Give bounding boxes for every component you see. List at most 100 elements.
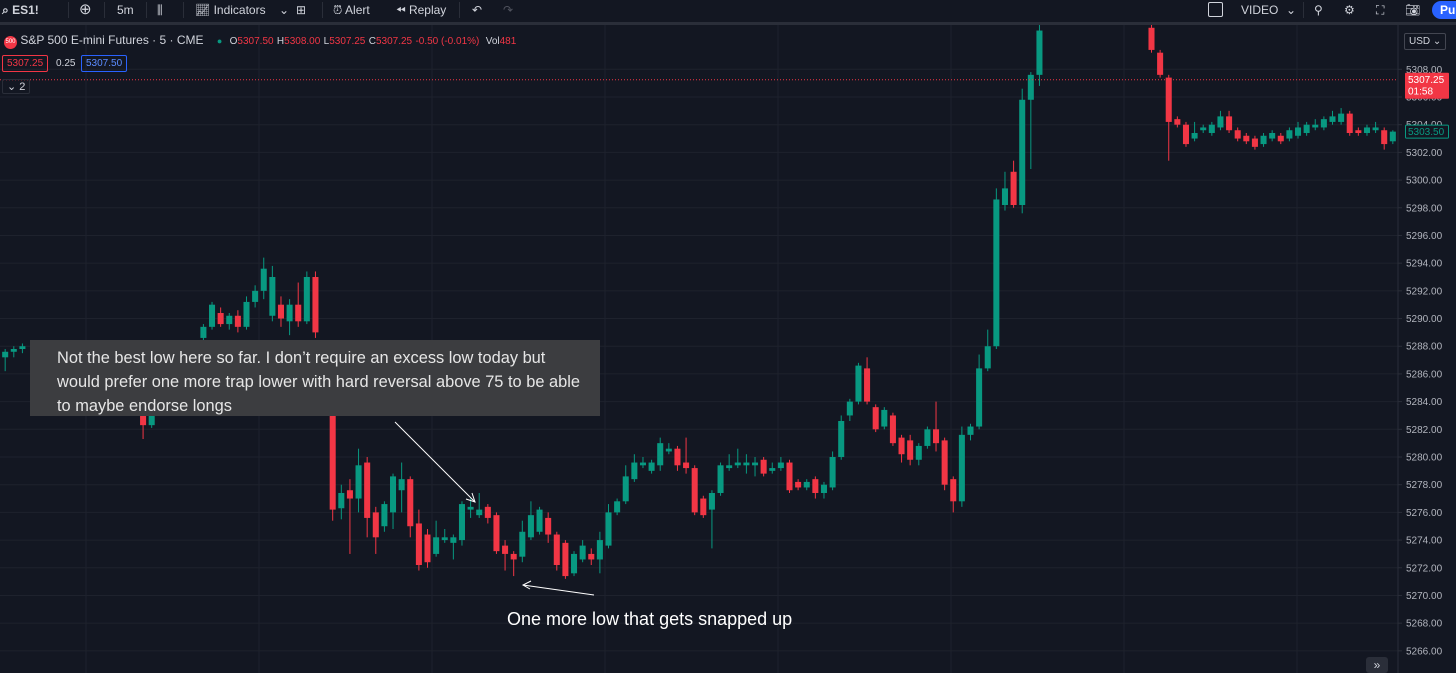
candle-body <box>1381 130 1388 145</box>
candle-body <box>1027 74 1034 100</box>
candle-body <box>1295 127 1302 136</box>
candle-body <box>933 429 940 444</box>
y-tick-label: 5296.00 <box>1406 231 1443 242</box>
separator <box>68 2 69 18</box>
candle-body <box>1260 135 1267 145</box>
y-tick-label: 5284.00 <box>1406 397 1443 408</box>
candle-body <box>140 415 147 426</box>
change-value: -0.50 (-0.01%) <box>415 36 480 47</box>
redo-button[interactable]: ↷ <box>503 3 514 17</box>
candle-body <box>881 409 888 427</box>
symbol-search[interactable]: ⌕ ES1! <box>2 3 39 18</box>
candle-body <box>1329 116 1336 122</box>
scroll-button[interactable]: » <box>1366 657 1388 673</box>
candle-body <box>1338 113 1345 122</box>
candle-body <box>752 462 759 466</box>
candle-body <box>200 326 207 338</box>
candle-body <box>545 517 552 535</box>
currency-button[interactable]: USD ⌄ <box>1404 33 1447 50</box>
exchange-icon: 500 <box>4 36 17 49</box>
candle-body <box>872 407 879 430</box>
candle-body <box>1174 119 1181 125</box>
compare-button[interactable]: ⊕ <box>79 1 92 18</box>
candle-body <box>967 426 974 435</box>
candle-body <box>1148 27 1155 50</box>
candle-body <box>786 462 793 491</box>
candle-body <box>1165 77 1172 122</box>
alert-label: Alert <box>345 3 370 17</box>
candle-body <box>717 465 724 493</box>
currency: USD <box>1409 36 1431 47</box>
candle-body <box>622 476 629 502</box>
callout-text: One more low that gets snapped up <box>507 609 793 629</box>
indicator-count: 2 <box>19 81 26 93</box>
indicators-button[interactable]: 📈︎ Indicators ⌄ <box>195 3 290 17</box>
symbol-title[interactable]: S&P 500 E-mini Futures · 5 · CME <box>20 33 204 47</box>
candle-body <box>1355 130 1362 133</box>
sell-button[interactable]: 5307.25 <box>2 55 49 72</box>
layout-icon[interactable] <box>1208 2 1223 17</box>
candle-body <box>415 523 422 565</box>
buy-button[interactable]: 5307.50 <box>81 55 128 72</box>
snapshot-button[interactable]: 📷︎ <box>1405 3 1421 17</box>
dropdown-arrow: ⌄ <box>278 3 290 17</box>
candle-body <box>372 512 379 538</box>
candle-body <box>510 553 517 560</box>
candle-body <box>398 479 405 491</box>
settings-button[interactable]: ⚙ <box>1344 3 1355 17</box>
candle-body <box>665 448 672 452</box>
candle-body <box>381 504 388 527</box>
open-value: 5307.50 <box>237 36 274 47</box>
candle-body <box>596 540 603 560</box>
legend: 500 S&P 500 E-mini Futures · 5 · CME ● O… <box>4 33 516 49</box>
chart-type-button[interactable]: ⫼ <box>157 3 163 17</box>
comment-text: Not the best low here so far. I don’t re… <box>57 349 580 415</box>
undo-button[interactable]: ↶ <box>472 3 483 17</box>
y-tick-label: 5280.00 <box>1406 453 1443 464</box>
fullscreen-button[interactable]: ⛶ <box>1376 3 1385 17</box>
indicators-label: Indicators <box>213 3 266 17</box>
separator <box>1303 2 1304 18</box>
bar-close-badge <box>1405 124 1449 139</box>
candle-body <box>407 479 414 527</box>
quick-search[interactable]: ⚲ <box>1314 3 1323 17</box>
indicator-toggle[interactable]: ⌄ 2 <box>2 79 31 94</box>
spread: 0.25 <box>56 58 76 69</box>
y-tick-label: 5274.00 <box>1406 536 1443 547</box>
candle-body <box>441 537 448 541</box>
candle-body <box>234 315 241 327</box>
candle-body <box>1001 188 1008 205</box>
publish-button[interactable]: Pu <box>1432 1 1456 19</box>
candle-body <box>433 537 440 554</box>
bar-close-label: 5303.50 <box>1408 127 1445 138</box>
candle-body <box>1320 119 1327 128</box>
price-axis: 5266.00 5268.00 5270.00 5272.00 5274.00 5276.… <box>1398 65 1449 657</box>
candle-body <box>605 512 612 546</box>
candle-body <box>217 313 224 325</box>
symbol: ES1! <box>12 3 39 17</box>
candle-body <box>803 481 810 488</box>
y-tick-label: 5282.00 <box>1406 425 1443 436</box>
separator <box>104 2 105 18</box>
layout-name[interactable]: VIDEO <box>1241 3 1279 17</box>
toolbar: ⌕ ES1! ⊕ 5m ⫼ 📈︎ Indicators ⌄ ⊞ ⏰︎ Alert… <box>0 0 1456 25</box>
candle-body <box>346 490 353 499</box>
candle-body <box>252 290 259 302</box>
candle-body <box>726 465 733 469</box>
candle-body <box>657 443 664 466</box>
candle-body <box>631 462 638 480</box>
candle-body <box>1191 133 1198 139</box>
candle-body <box>390 476 397 513</box>
candle-body <box>820 484 827 493</box>
candle-body <box>467 506 474 510</box>
candle-body <box>277 304 284 319</box>
candle-body <box>614 501 621 513</box>
dropdown-arrow[interactable]: ⌄ <box>1286 3 1297 17</box>
replay-button[interactable]: ⏪︎ Replay <box>396 3 447 17</box>
interval-button[interactable]: 5m <box>117 3 134 17</box>
candle-body <box>898 437 905 455</box>
candle-body <box>1269 133 1276 139</box>
alert-button[interactable]: ⏰︎ Alert <box>333 3 370 17</box>
candle-body <box>648 462 655 471</box>
templates-button[interactable]: ⊞ <box>296 3 307 17</box>
